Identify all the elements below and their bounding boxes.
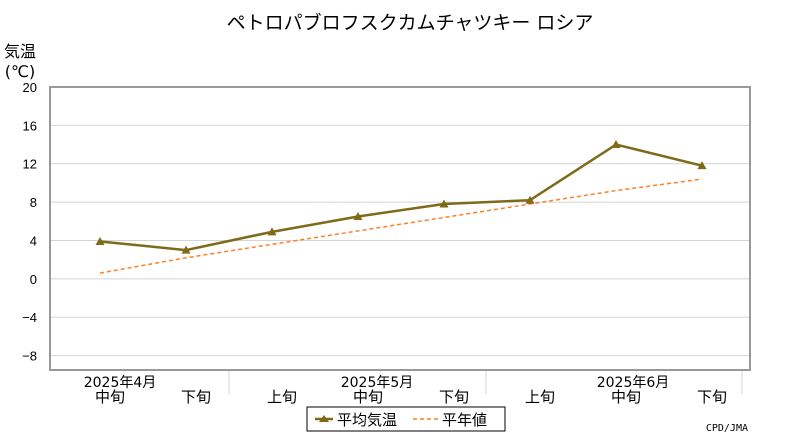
y-tick-label: 16 (23, 118, 37, 133)
series-line-mean-temp (99, 143, 703, 252)
y-tick-label: −4 (22, 310, 37, 325)
series-line-normal (99, 178, 703, 274)
y-tick-labels: 20 16 12 8 4 0 −4 −8 (22, 80, 37, 364)
plot-area (50, 87, 750, 370)
data-point-mean-temp (439, 199, 449, 208)
x-tick-label: 上旬 (267, 388, 297, 406)
data-point-mean-temp (353, 212, 363, 221)
data-point-mean-temp (95, 236, 105, 245)
data-point-mean-temp (525, 195, 535, 204)
legend: 平均気温 平年値 (306, 406, 506, 432)
y-tick-label: 12 (23, 157, 37, 172)
data-point-mean-temp (611, 140, 621, 149)
data-point-mean-temp (181, 245, 191, 254)
y-tick-label: 8 (30, 195, 37, 210)
y-axis-unit: (℃) (5, 62, 35, 81)
data-point-mean-temp (697, 161, 707, 170)
x-axis: 中旬 下旬 上旬 中旬 下旬 上旬 中旬 下旬 2025年4月 2025年5月 2025年6月 (84, 370, 743, 406)
grid (50, 86, 750, 357)
legend-marker-mean-temp (319, 415, 329, 422)
credit-label: CPD/JMA (706, 423, 748, 434)
legend-item-mean-temp: 平均気温 (315, 411, 397, 429)
y-tick-label: 20 (23, 80, 37, 95)
legend-box (306, 406, 506, 432)
y-tick-label: 4 (30, 233, 37, 248)
plot-frame (49, 86, 751, 371)
x-month-label: 2025年5月 (341, 375, 414, 391)
x-tick-label: 中旬 (353, 388, 383, 406)
series-lines (95, 140, 707, 274)
y-tick-label: −8 (22, 349, 37, 364)
y-tick-label: 0 (30, 272, 37, 287)
x-month-label: 2025年6月 (597, 375, 670, 391)
legend-label-mean-temp: 平均気温 (337, 411, 397, 429)
legend-label-normal: 平年値 (442, 411, 487, 429)
y-axis-label-text: 気温 (4, 42, 36, 61)
x-tick-label: 下旬 (439, 388, 469, 406)
x-month-label: 2025年4月 (84, 375, 157, 391)
chart-title: ペトロパブロフスクカムチャツキー ロシア (227, 11, 594, 34)
y-axis-label: 気温 (℃) (4, 42, 36, 81)
x-tick-label: 上旬 (525, 388, 555, 406)
x-tick-label: 下旬 (181, 388, 211, 406)
x-tick-label: 中旬 (95, 388, 125, 406)
x-tick-label: 中旬 (611, 388, 641, 406)
legend-item-normal: 平年値 (413, 411, 487, 429)
data-point-mean-temp (267, 227, 277, 236)
x-tick-label: 下旬 (697, 388, 727, 406)
